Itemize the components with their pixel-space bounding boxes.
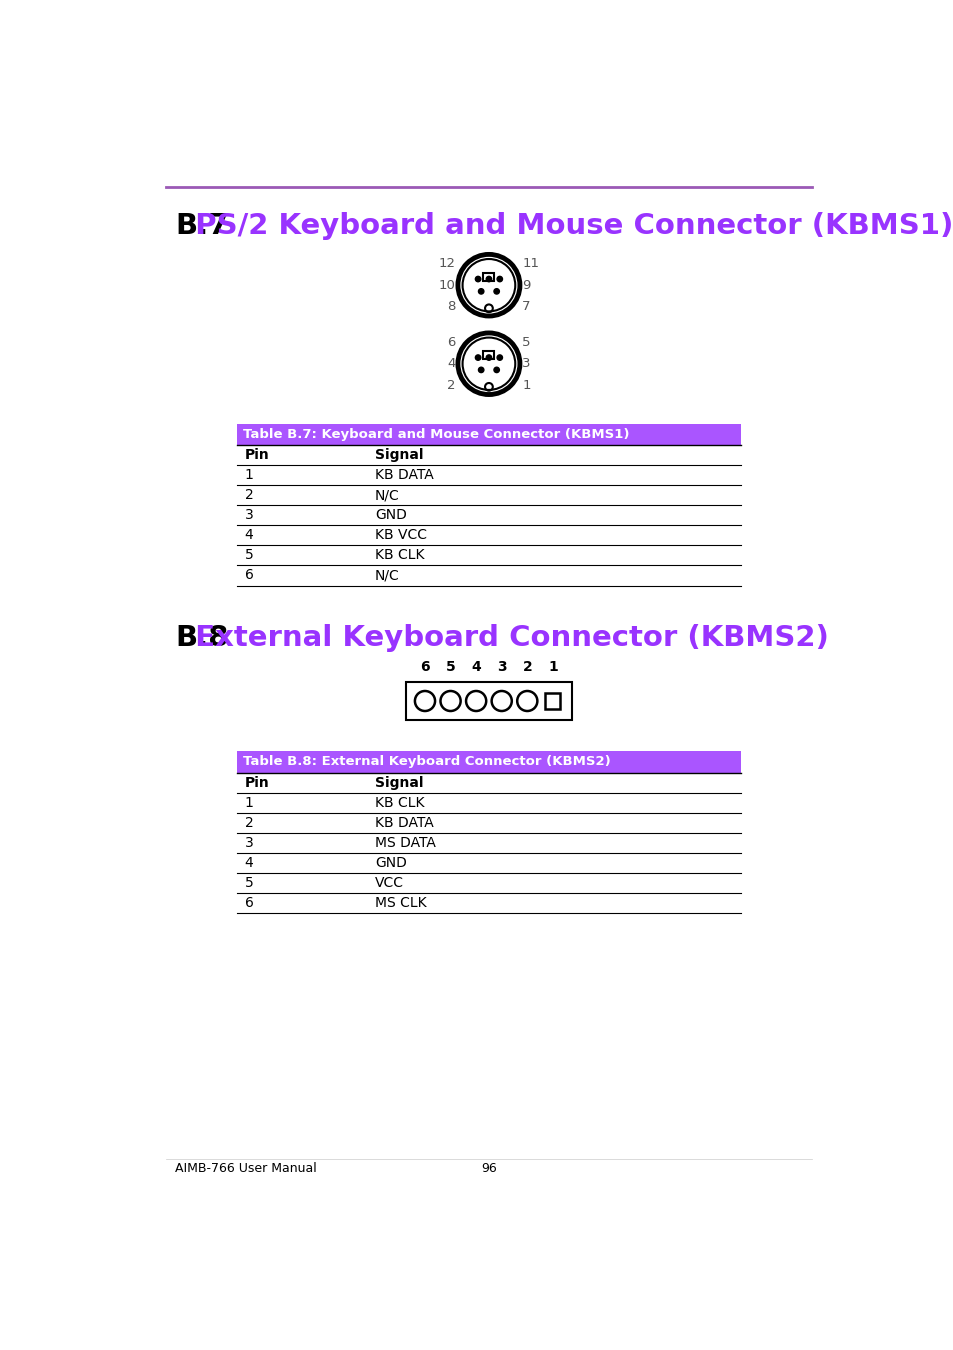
Text: GND: GND [375, 856, 406, 869]
Text: GND: GND [375, 509, 406, 522]
Text: 1: 1 [245, 468, 253, 482]
Text: 2: 2 [522, 660, 532, 674]
Text: Signal: Signal [375, 776, 423, 790]
Bar [236, 751, 740, 772]
Text: B.7: B.7 [174, 212, 229, 240]
Text: 3: 3 [497, 660, 506, 674]
Text: 7: 7 [521, 300, 530, 313]
Circle shape [486, 277, 491, 282]
Text: 1: 1 [245, 795, 253, 810]
Text: VCC: VCC [375, 876, 403, 890]
Text: PS/2 Keyboard and Mouse Connector (KBMS1): PS/2 Keyboard and Mouse Connector (KBMS1… [174, 212, 952, 240]
Text: Pin: Pin [245, 776, 270, 790]
Text: KB DATA: KB DATA [375, 815, 434, 830]
Circle shape [478, 367, 483, 373]
Text: MS CLK: MS CLK [375, 896, 426, 910]
Text: 6: 6 [447, 336, 456, 348]
Text: 5: 5 [445, 660, 455, 674]
Text: 10: 10 [438, 278, 456, 292]
Text: 11: 11 [521, 256, 538, 270]
Text: 5: 5 [521, 336, 530, 348]
Circle shape [497, 277, 502, 282]
Text: 4: 4 [245, 528, 253, 543]
Text: Table B.7: Keyboard and Mouse Connector (KBMS1): Table B.7: Keyboard and Mouse Connector … [243, 428, 629, 441]
Text: N/C: N/C [375, 568, 399, 582]
Text: 4: 4 [471, 660, 480, 674]
Text: 8: 8 [447, 300, 456, 313]
Text: 1: 1 [521, 379, 530, 391]
Circle shape [494, 367, 498, 373]
Bar [545, 694, 559, 709]
Text: 6: 6 [419, 660, 430, 674]
Text: MS DATA: MS DATA [375, 836, 436, 849]
Text: 9: 9 [521, 278, 530, 292]
Bar [483, 351, 494, 359]
Text: 5: 5 [245, 876, 253, 890]
Text: Signal: Signal [375, 448, 423, 462]
Text: N/C: N/C [375, 489, 399, 502]
Text: 2: 2 [245, 489, 253, 502]
Circle shape [475, 277, 480, 282]
Text: KB DATA: KB DATA [375, 468, 434, 482]
Text: B.8: B.8 [174, 624, 228, 652]
Circle shape [497, 355, 502, 360]
Text: 2: 2 [447, 379, 456, 391]
Text: 5: 5 [245, 548, 253, 563]
Text: 2: 2 [245, 815, 253, 830]
Text: 6: 6 [245, 568, 253, 582]
Bar [405, 682, 572, 721]
Circle shape [478, 289, 483, 294]
Text: Pin: Pin [245, 448, 270, 462]
Text: KB CLK: KB CLK [375, 548, 424, 563]
Text: AIMB-766 User Manual: AIMB-766 User Manual [174, 1161, 316, 1174]
Circle shape [494, 289, 498, 294]
Text: 4: 4 [245, 856, 253, 869]
Text: KB CLK: KB CLK [375, 795, 424, 810]
Text: 96: 96 [480, 1161, 497, 1174]
Bar [483, 273, 494, 281]
Text: 3: 3 [521, 358, 530, 370]
Circle shape [486, 355, 491, 360]
Text: Table B.8: External Keyboard Connector (KBMS2): Table B.8: External Keyboard Connector (… [243, 756, 610, 768]
Text: 3: 3 [245, 509, 253, 522]
Text: 6: 6 [245, 896, 253, 910]
Text: 12: 12 [438, 256, 456, 270]
Text: 1: 1 [547, 660, 558, 674]
Text: External Keyboard Connector (KBMS2): External Keyboard Connector (KBMS2) [174, 624, 828, 652]
Bar [236, 424, 740, 446]
Text: 3: 3 [245, 836, 253, 849]
Circle shape [475, 355, 480, 360]
Text: KB VCC: KB VCC [375, 528, 427, 543]
Text: 4: 4 [447, 358, 456, 370]
